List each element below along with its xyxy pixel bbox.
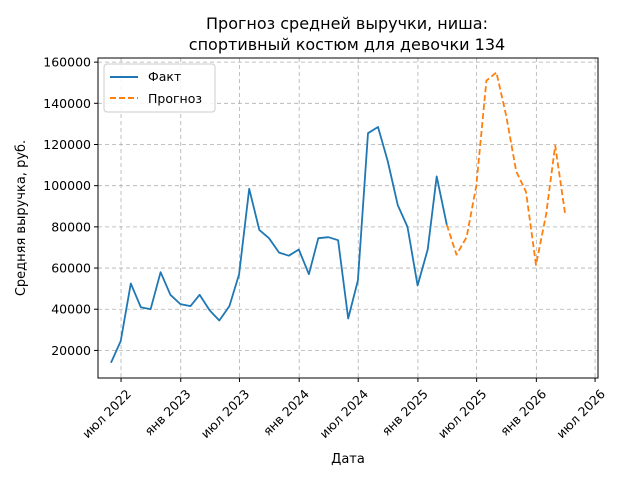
- legend-label-fact: Факт: [148, 69, 181, 84]
- y-axis-label: Средняя выручка, руб.: [14, 140, 29, 296]
- series-line-fact: [110, 126, 448, 364]
- plot-frame: [97, 57, 599, 379]
- y-tick-label: 140000: [43, 96, 91, 111]
- legend-label-forecast: Прогноз: [148, 91, 202, 106]
- y-tick-label: 40000: [51, 302, 91, 317]
- y-tick-label: 160000: [43, 55, 91, 70]
- y-tick-label: 120000: [43, 137, 91, 152]
- series-group: [110, 71, 567, 364]
- y-tick-label: 80000: [51, 219, 91, 234]
- chart-title-line-2: спортивный костюм для девочки 134: [189, 35, 505, 54]
- x-axis-label: Дата: [331, 452, 365, 467]
- y-tick-label: 100000: [43, 178, 91, 193]
- chart-title-line-1: Прогноз средней выручки, ниша:: [206, 14, 488, 33]
- legend: Факт Прогноз: [103, 63, 216, 113]
- series-line-forecast: [445, 71, 567, 266]
- grid: [98, 58, 598, 378]
- y-tick-label: 60000: [51, 261, 91, 276]
- y-tick-label: 20000: [51, 343, 91, 358]
